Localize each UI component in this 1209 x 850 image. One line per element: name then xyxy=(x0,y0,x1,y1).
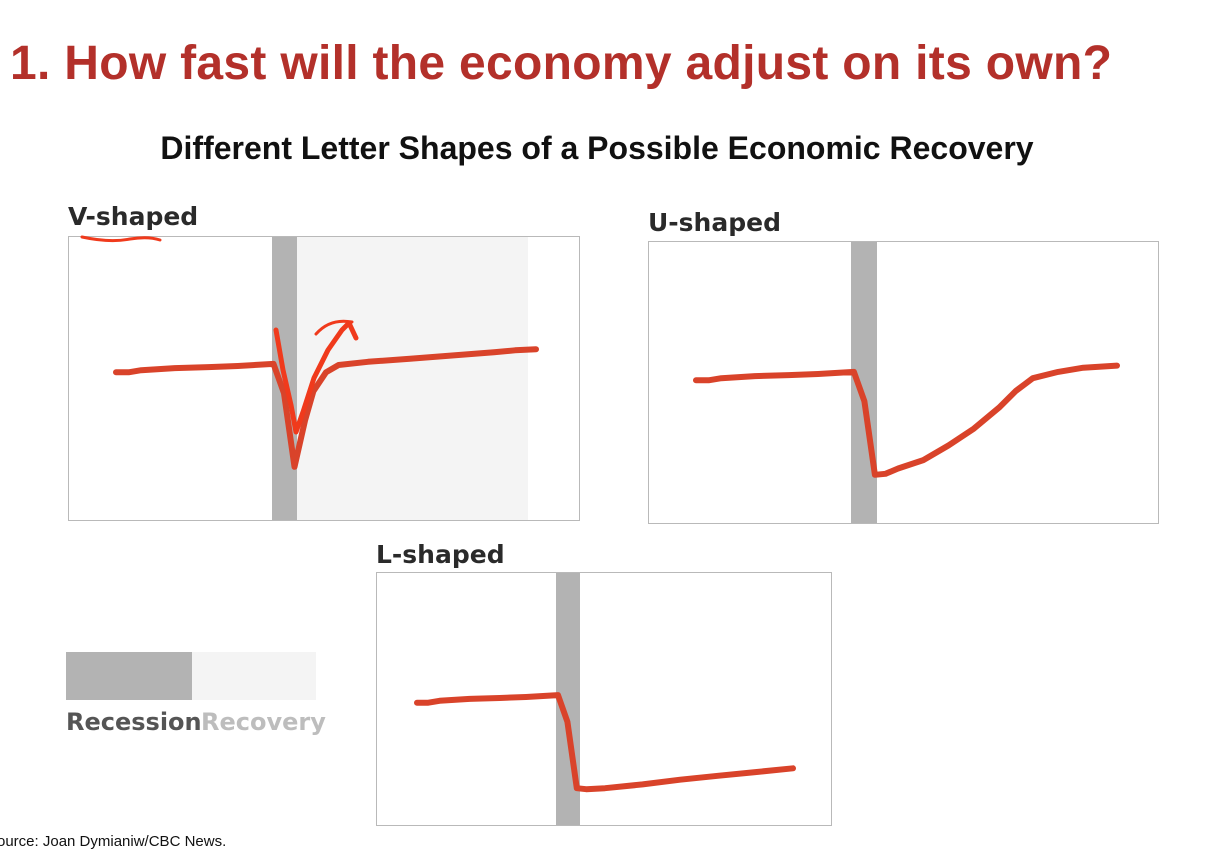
v-shaped-label: V-shaped xyxy=(68,202,199,231)
u-shaped-chart xyxy=(648,241,1159,524)
legend-recession-label: Recession xyxy=(66,708,202,736)
chart-group-title: Different Letter Shapes of a Possible Ec… xyxy=(160,130,1034,166)
l-shaped-plot xyxy=(414,573,796,825)
u-shaped-label: U-shaped xyxy=(648,208,781,237)
slide-title: 1. How fast will the economy adjust on i… xyxy=(10,37,1113,90)
recovery-band xyxy=(297,237,528,520)
economy-line-series-0 xyxy=(414,692,796,793)
legend-recovery-swatch xyxy=(192,652,316,700)
u-shaped-plot xyxy=(693,242,1120,523)
l-shaped-label: L-shaped xyxy=(376,540,505,569)
legend-recession-swatch xyxy=(66,652,192,700)
l-shaped-chart xyxy=(376,572,832,826)
v-shaped-chart xyxy=(68,236,580,521)
source-note: ource: Joan Dymianiw/CBC News. xyxy=(0,833,227,850)
economy-line-series-0 xyxy=(693,362,1120,478)
legend-recovery-label: Recovery xyxy=(201,708,326,736)
v-shaped-plot xyxy=(113,237,539,520)
